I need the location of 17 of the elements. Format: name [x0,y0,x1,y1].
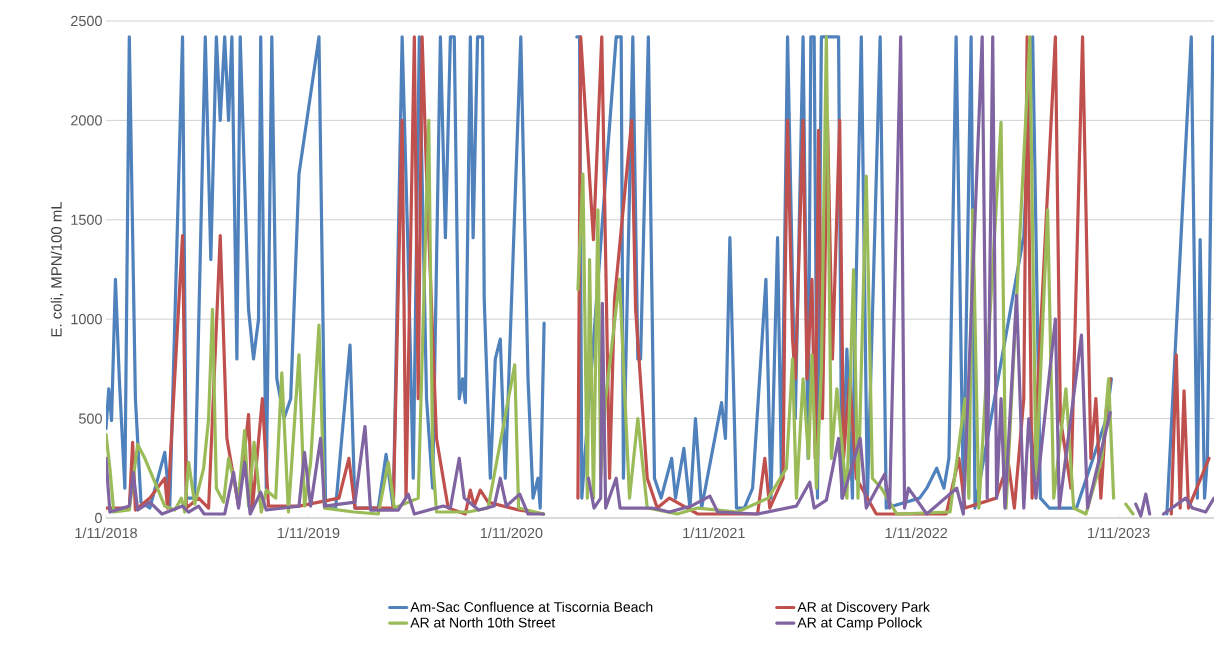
x-tick-label: 1/11/2019 [277,527,340,539]
x-tick-label: 1/11/2020 [480,527,543,539]
y-tick-label: 0 [95,512,102,524]
x-tick-label: 1/11/2021 [683,527,745,539]
legend-label: AR at North 10th Street [410,617,556,628]
y-axis-title: E. coli, MPN/100 mL [50,201,64,337]
x-tick-label: 1/11/2023 [1088,527,1150,539]
y-tick-label: 2500 [71,15,102,27]
legend-label: Am-Sac Confluence at Tiscornia Beach [410,601,653,612]
legend-label: AR at Camp Pollock [797,617,923,631]
y-tick-label: 1000 [71,314,102,325]
y-tick-label: 1500 [71,214,102,225]
x-tick-label: 1/11/2018 [75,527,137,539]
y-tick-label: 500 [78,413,102,424]
legend-label: AR at Discovery Park [797,601,930,615]
x-tick-label: 1/11/2022 [885,527,948,539]
y-tick-label: 2000 [71,115,102,126]
